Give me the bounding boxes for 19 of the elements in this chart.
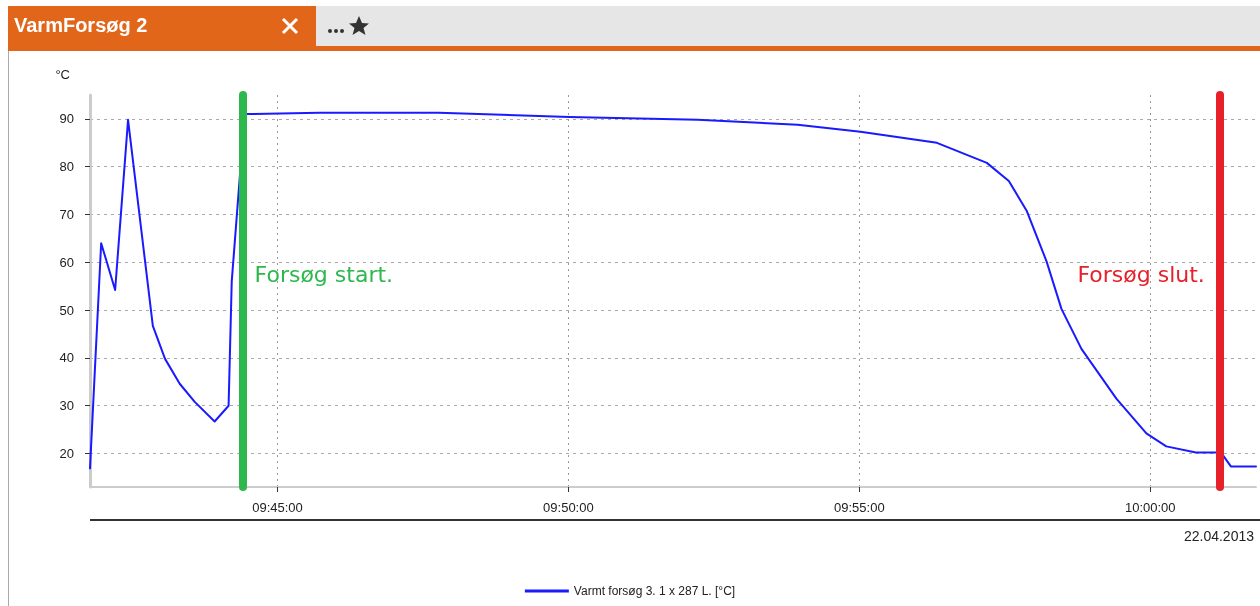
y-axis-title: °C	[55, 67, 70, 82]
y-tick-label: 50	[59, 302, 74, 318]
x-tick-label: 10:00:00	[1124, 500, 1176, 515]
y-tick-label: 90	[59, 111, 74, 127]
text: 22.04.2013	[1183, 528, 1254, 544]
line-series	[89, 111, 1257, 470]
x-tick-label: 09:45:00	[252, 500, 303, 515]
legend-label: Varmt forsøg 3. 1 x 287 L. [°C]	[573, 584, 736, 598]
y-tick-label: 40	[59, 350, 74, 366]
y-tick-label: 70	[59, 207, 74, 223]
x-tick-label: 09:55:00	[834, 500, 885, 515]
chart-title: VarmForsøg 2	[14, 14, 148, 36]
y-tick-label: 60	[59, 254, 74, 270]
y-tick-label: 80	[59, 159, 74, 175]
ref-line-label: Forsøg slut.	[1077, 261, 1205, 287]
ref-line-label: Forsøg start.	[254, 261, 394, 287]
y-tick-label: 20	[59, 446, 74, 462]
y-tick-label: 30	[59, 398, 74, 414]
x-tick-label: 09:50:00	[543, 500, 594, 515]
